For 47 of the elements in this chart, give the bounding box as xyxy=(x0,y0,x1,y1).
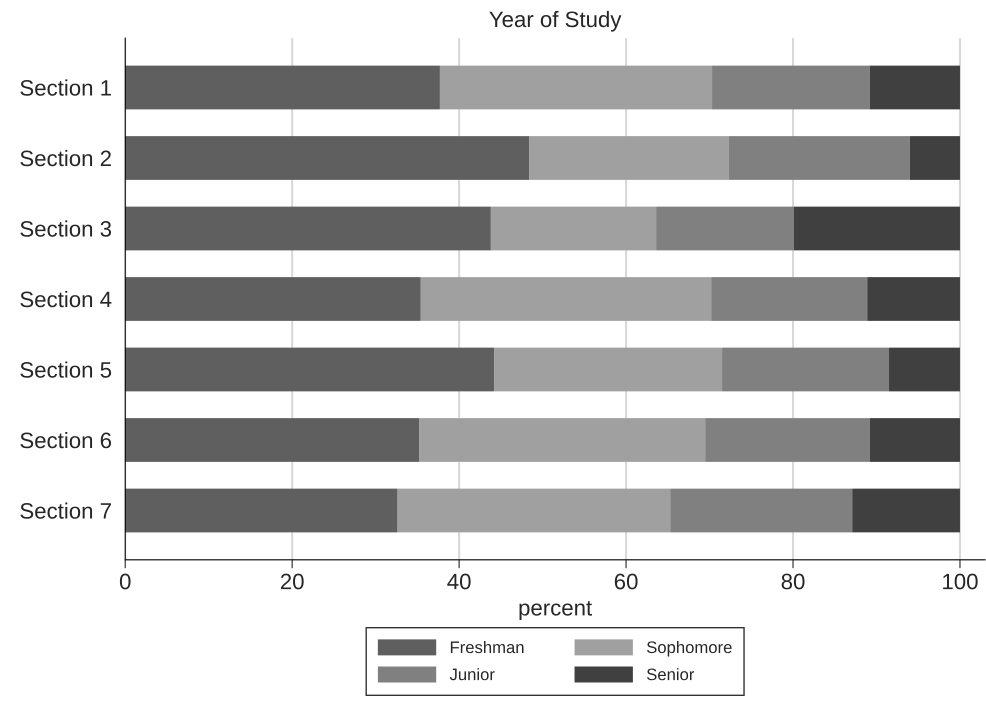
bar xyxy=(420,277,712,321)
bar xyxy=(125,136,530,180)
legend-label: Senior xyxy=(646,668,694,680)
y-tick-label: Section 7 xyxy=(20,502,111,519)
x-tick-label: 20 xyxy=(280,574,304,590)
bar xyxy=(910,136,960,180)
bar xyxy=(125,66,440,110)
y-tick-label: Section 4 xyxy=(20,290,112,308)
y-tick-label: Section 2 xyxy=(20,150,111,166)
bar xyxy=(711,277,868,321)
bar xyxy=(870,418,960,462)
bar xyxy=(656,206,794,250)
chart-title: Year of Study xyxy=(489,10,622,32)
y-tick-label: Section 6 xyxy=(20,432,112,448)
bar xyxy=(419,418,706,462)
bar xyxy=(867,277,960,321)
bar xyxy=(490,206,656,250)
bar xyxy=(529,136,729,180)
bar xyxy=(125,418,420,462)
y-tick-label: Section 1 xyxy=(20,79,111,96)
legend-label: Junior xyxy=(450,668,495,680)
bar xyxy=(705,418,870,462)
x-tick-label: 60 xyxy=(614,574,638,590)
bar xyxy=(728,136,910,180)
bar xyxy=(712,66,870,110)
x-tick-label: 40 xyxy=(447,574,471,590)
y-tick-label: Section 5 xyxy=(20,361,112,378)
bar xyxy=(670,488,852,532)
bar xyxy=(889,348,960,392)
x-tick-label: 100 xyxy=(943,574,978,590)
bar xyxy=(397,488,670,532)
bar xyxy=(722,348,890,392)
bar xyxy=(125,348,494,392)
bar xyxy=(870,66,960,110)
x-tick-label: 80 xyxy=(782,574,805,590)
x-tick-label: 0 xyxy=(120,574,131,590)
bar xyxy=(125,206,491,250)
y-tick-label: Section 3 xyxy=(20,220,112,237)
bar xyxy=(852,488,960,532)
bar xyxy=(794,206,960,250)
bar xyxy=(125,488,398,532)
legend-label: Freshman xyxy=(450,640,524,654)
x-axis-title: percent xyxy=(519,601,592,620)
legend-label: Sophomore xyxy=(646,640,732,656)
bar xyxy=(125,277,421,321)
bar xyxy=(494,348,722,392)
bar xyxy=(440,66,712,110)
